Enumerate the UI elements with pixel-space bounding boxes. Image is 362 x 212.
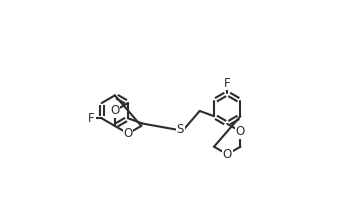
Text: O: O: [236, 125, 245, 138]
Text: O: O: [223, 148, 232, 161]
Text: O: O: [123, 127, 133, 140]
Text: S: S: [177, 123, 184, 136]
Text: F: F: [224, 77, 231, 90]
Text: F: F: [88, 112, 95, 125]
Text: O: O: [110, 104, 119, 117]
